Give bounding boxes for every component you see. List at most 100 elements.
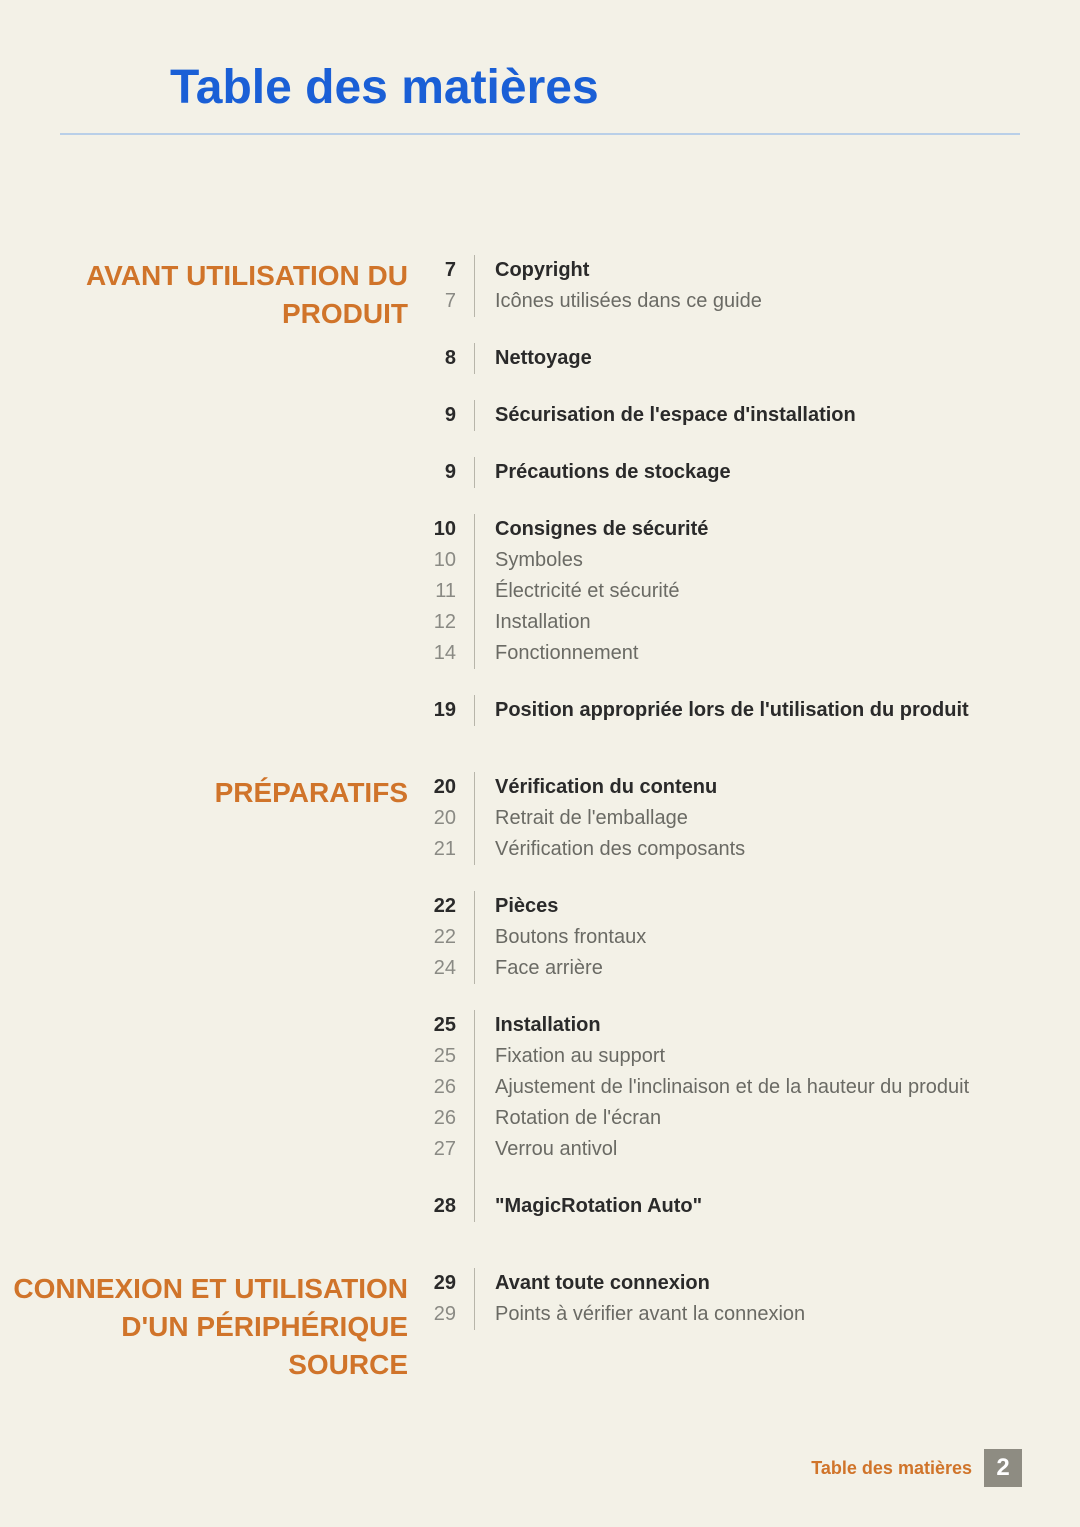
entry-title: Pièces — [475, 891, 1020, 922]
toc-entry[interactable]: 8Nettoyage — [430, 343, 1020, 374]
entry-group: 25Installation25Fixation au support26Aju… — [430, 1010, 1020, 1165]
toc-entry[interactable]: 7Copyright — [430, 255, 1020, 286]
entry-title: Avant toute connexion — [475, 1268, 1020, 1299]
entry-title: Verrou antivol — [475, 1134, 1020, 1165]
toc-entry[interactable]: 11Électricité et sécurité — [430, 576, 1020, 607]
entry-title: Vérification des composants — [475, 834, 1020, 865]
entry-page-number: 10 — [430, 545, 474, 576]
toc-section: PRÉPARATIFS20Vérification du contenu20Re… — [0, 772, 1020, 1222]
entry-group: 19Position appropriée lors de l'utilisat… — [430, 695, 1020, 726]
entry-group: 8Nettoyage — [430, 343, 1020, 374]
entry-title: Face arrière — [475, 953, 1020, 984]
entry-title: Retrait de l'emballage — [475, 803, 1020, 834]
toc-entry[interactable]: 10Consignes de sécurité — [430, 514, 1020, 545]
entry-page-number: 27 — [430, 1134, 474, 1165]
entry-page-number: 21 — [430, 834, 474, 865]
entry-group: 22Pièces22Boutons frontaux24Face arrière — [430, 891, 1020, 984]
toc-entry[interactable]: 12Installation — [430, 607, 1020, 638]
entry-title: "MagicRotation Auto" — [475, 1191, 1020, 1222]
toc-entry[interactable]: 29Points à vérifier avant la connexion — [430, 1299, 1020, 1330]
entry-title: Icônes utilisées dans ce guide — [475, 286, 1020, 317]
entry-title: Sécurisation de l'espace d'installation — [475, 400, 1020, 431]
toc-entry[interactable]: 22Boutons frontaux — [430, 922, 1020, 953]
entry-page-number: 25 — [430, 1010, 474, 1041]
entry-page-number: 22 — [430, 922, 474, 953]
entry-group: 9Sécurisation de l'espace d'installation — [430, 400, 1020, 431]
entry-page-number: 22 — [430, 891, 474, 922]
entry-title: Précautions de stockage — [475, 457, 1020, 488]
section-entries: 20Vérification du contenu20Retrait de l'… — [430, 772, 1020, 1222]
entry-title: Copyright — [475, 255, 1020, 286]
entry-page-number: 7 — [430, 286, 474, 317]
entry-page-number: 26 — [430, 1072, 474, 1103]
toc-entry[interactable]: 20Vérification du contenu — [430, 772, 1020, 803]
page: Table des matières AVANT UTILISATION DU … — [0, 0, 1080, 1527]
toc-entry[interactable]: 9Sécurisation de l'espace d'installation — [430, 400, 1020, 431]
entry-title: Électricité et sécurité — [475, 576, 1020, 607]
section-header: CONNEXION ET UTILISATION D'UN PÉRIPHÉRIQ… — [0, 1268, 430, 1383]
toc-entry[interactable]: 14Fonctionnement — [430, 638, 1020, 669]
entry-title: Vérification du contenu — [475, 772, 1020, 803]
toc-entry[interactable]: 21Vérification des composants — [430, 834, 1020, 865]
section-entries: 7Copyright7Icônes utilisées dans ce guid… — [430, 255, 1020, 726]
toc-entry[interactable]: 20Retrait de l'emballage — [430, 803, 1020, 834]
toc-entry[interactable]: 9Précautions de stockage — [430, 457, 1020, 488]
entry-page-number: 10 — [430, 514, 474, 545]
entry-page-number: 20 — [430, 803, 474, 834]
entry-page-number: 20 — [430, 772, 474, 803]
toc-content: AVANT UTILISATION DU PRODUIT7Copyright7I… — [0, 255, 1080, 1383]
toc-entry[interactable]: 28"MagicRotation Auto" — [430, 1191, 1020, 1222]
entry-page-number: 9 — [430, 400, 474, 431]
toc-entry[interactable]: 26Ajustement de l'inclinaison et de la h… — [430, 1072, 1020, 1103]
entry-page-number: 19 — [430, 695, 474, 726]
entry-title: Installation — [475, 1010, 1020, 1041]
toc-entry[interactable]: 25Installation — [430, 1010, 1020, 1041]
footer-page-number: 2 — [984, 1449, 1022, 1487]
entry-page-number: 11 — [430, 576, 474, 607]
entry-page-number: 29 — [430, 1268, 474, 1299]
entry-page-number: 24 — [430, 953, 474, 984]
toc-section: AVANT UTILISATION DU PRODUIT7Copyright7I… — [0, 255, 1020, 726]
page-title: Table des matières — [170, 60, 1080, 115]
entry-page-number: 7 — [430, 255, 474, 286]
footer: Table des matières 2 — [811, 1449, 1022, 1487]
section-entries: 29Avant toute connexion29Points à vérifi… — [430, 1268, 1020, 1383]
toc-entry[interactable]: 19Position appropriée lors de l'utilisat… — [430, 695, 1020, 726]
entry-page-number: 9 — [430, 457, 474, 488]
entry-title: Boutons frontaux — [475, 922, 1020, 953]
entry-page-number: 26 — [430, 1103, 474, 1134]
entry-group: 28"MagicRotation Auto" — [430, 1191, 1020, 1222]
toc-entry[interactable]: 10Symboles — [430, 545, 1020, 576]
entry-title: Rotation de l'écran — [475, 1103, 1020, 1134]
entry-page-number: 29 — [430, 1299, 474, 1330]
decorative-vertical-line — [474, 1120, 475, 1220]
entry-title: Installation — [475, 607, 1020, 638]
entry-title: Fonctionnement — [475, 638, 1020, 669]
toc-section: CONNEXION ET UTILISATION D'UN PÉRIPHÉRIQ… — [0, 1268, 1020, 1383]
toc-entry[interactable]: 25Fixation au support — [430, 1041, 1020, 1072]
entry-title: Position appropriée lors de l'utilisatio… — [475, 695, 1020, 726]
entry-group: 20Vérification du contenu20Retrait de l'… — [430, 772, 1020, 865]
entry-group: 7Copyright7Icônes utilisées dans ce guid… — [430, 255, 1020, 317]
entry-title: Fixation au support — [475, 1041, 1020, 1072]
entry-group: 9Précautions de stockage — [430, 457, 1020, 488]
toc-entry[interactable]: 22Pièces — [430, 891, 1020, 922]
entry-group: 29Avant toute connexion29Points à vérifi… — [430, 1268, 1020, 1330]
toc-entry[interactable]: 29Avant toute connexion — [430, 1268, 1020, 1299]
entry-page-number: 25 — [430, 1041, 474, 1072]
section-header: PRÉPARATIFS — [0, 772, 430, 1222]
entry-group: 10Consignes de sécurité10Symboles11Élect… — [430, 514, 1020, 669]
toc-entry[interactable]: 26Rotation de l'écran — [430, 1103, 1020, 1134]
footer-label: Table des matières — [811, 1458, 972, 1479]
entry-page-number: 12 — [430, 607, 474, 638]
entry-page-number: 8 — [430, 343, 474, 374]
toc-entry[interactable]: 24Face arrière — [430, 953, 1020, 984]
title-rule — [60, 133, 1020, 135]
entry-page-number: 14 — [430, 638, 474, 669]
entry-title: Symboles — [475, 545, 1020, 576]
entry-title: Consignes de sécurité — [475, 514, 1020, 545]
entry-title: Nettoyage — [475, 343, 1020, 374]
toc-entry[interactable]: 7Icônes utilisées dans ce guide — [430, 286, 1020, 317]
section-header: AVANT UTILISATION DU PRODUIT — [0, 255, 430, 726]
toc-entry[interactable]: 27Verrou antivol — [430, 1134, 1020, 1165]
